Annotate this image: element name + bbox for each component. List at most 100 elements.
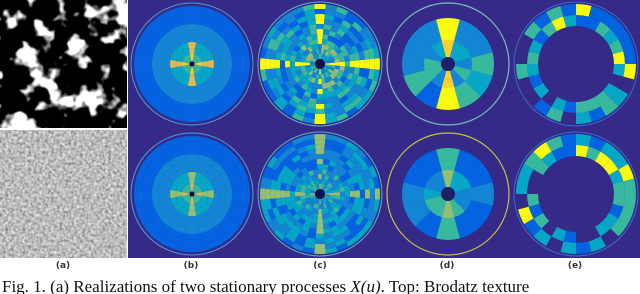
spectrum-shape	[518, 76, 534, 94]
spectrum-shape	[200, 72, 211, 83]
spectrum-shape	[185, 159, 199, 167]
spectrum-shape	[359, 189, 365, 199]
spectrum-shape	[305, 144, 316, 151]
spectrum-shape	[181, 142, 203, 149]
spectrum-shape	[309, 222, 318, 229]
spectrum-shape	[277, 95, 289, 107]
spectrum-shape	[284, 38, 293, 48]
spectrum-shape	[158, 175, 169, 189]
spectrum-shape	[143, 15, 164, 36]
panel-label: (d)	[440, 261, 455, 271]
spectrum-shape	[316, 228, 324, 235]
spectrum-shape	[328, 186, 335, 192]
spectrum-shape	[265, 48, 273, 60]
spectrum-shape	[595, 151, 611, 168]
spectrum-shape	[343, 196, 350, 203]
spectrum-shape	[315, 103, 325, 109]
spectrum-shape	[314, 113, 326, 120]
spectrum-shape	[369, 58, 376, 70]
spectrum-shape	[195, 62, 203, 66]
spectrum-shape	[358, 67, 365, 78]
spectrum-shape	[176, 166, 188, 176]
spectrum-shape	[448, 187, 472, 201]
spectrum-shape	[168, 170, 180, 182]
spectrum-shape	[337, 199, 344, 206]
spectrum-shape	[275, 67, 282, 78]
spectrum-shape	[275, 50, 282, 61]
spectrum-shape	[198, 154, 215, 166]
spectrum-shape	[324, 237, 335, 244]
spectrum-shape	[314, 8, 326, 15]
spectrum-shape	[351, 21, 363, 33]
spectrum-shape	[324, 59, 330, 63]
spectrum-shape	[588, 106, 606, 122]
spectrum-shape	[310, 50, 316, 57]
spectrum-shape	[300, 174, 308, 182]
spectrum-shape	[181, 109, 203, 116]
spectrum-shape	[328, 66, 335, 72]
spectrum-shape	[187, 209, 197, 217]
spectrum-shape	[200, 185, 208, 193]
spectrum-shape	[202, 137, 225, 151]
spectrum-shape	[341, 98, 352, 109]
spectrum-shape	[334, 65, 340, 70]
spectrum-shape	[528, 169, 544, 185]
spectrum-shape	[354, 32, 365, 43]
spectrum-shape	[334, 11, 346, 20]
spectrum-shape	[541, 151, 557, 168]
spectrum-shape	[183, 17, 201, 25]
spectrum-shape	[324, 63, 330, 65]
spectrum-shape	[320, 179, 325, 185]
spectrum-shape	[339, 195, 345, 202]
spectrum-shape	[327, 198, 334, 204]
spectrum-shape	[305, 107, 316, 114]
spectrum-shape	[308, 211, 315, 218]
spectrum-shape	[524, 218, 542, 237]
spectrum-shape	[424, 64, 448, 81]
spectrum-shape	[324, 194, 330, 197]
spectrum-shape	[170, 51, 179, 61]
spectrum-shape	[344, 191, 351, 197]
spectrum-shape	[314, 248, 326, 254]
spectrum-shape	[281, 92, 292, 103]
spectrum-shape	[325, 40, 332, 47]
spectrum-shape	[178, 180, 187, 189]
spectrum-shape	[305, 66, 312, 72]
spectrum-shape	[315, 149, 325, 155]
spectrum-shape	[324, 50, 330, 57]
spectrum-shape	[217, 20, 236, 39]
spectrum-shape	[608, 39, 624, 55]
spectrum-shape	[141, 72, 154, 93]
spectrum-shape	[135, 204, 149, 227]
spectrum-shape	[372, 199, 380, 212]
spectrum-shape	[588, 136, 606, 152]
spectrum-shape	[305, 59, 311, 64]
spectrum-shape	[307, 75, 313, 82]
spectrum-shape	[280, 52, 287, 61]
spectrum-shape	[183, 103, 201, 111]
spectrum-shape	[314, 44, 319, 50]
spectrum-shape	[220, 92, 241, 113]
spectrum-shape	[448, 57, 472, 71]
spectrum-shape	[157, 187, 165, 201]
spectrum-shape	[448, 64, 472, 81]
spectrum-shape	[339, 186, 345, 193]
spectrum-shape	[351, 95, 363, 107]
spectrum-shape	[225, 56, 232, 72]
spectrum-shape	[285, 66, 292, 75]
spectrum-shape	[333, 54, 340, 60]
spectrum-shape	[303, 90, 312, 98]
spectrum-shape	[576, 134, 592, 147]
spectrum-shape	[281, 25, 292, 36]
spectrum-shape	[293, 75, 301, 84]
spectrum-shape	[304, 178, 311, 185]
spectrum-shape	[197, 160, 211, 171]
spectrum-shape	[306, 149, 317, 156]
spectrum-shape	[324, 241, 336, 249]
spectrum-shape	[612, 64, 625, 77]
spectrum-shape	[197, 69, 206, 78]
spectrum-shape	[231, 55, 239, 73]
spectrum-shape	[159, 137, 182, 151]
spectrum-shape	[576, 111, 592, 124]
spectrum-shape	[322, 92, 331, 99]
